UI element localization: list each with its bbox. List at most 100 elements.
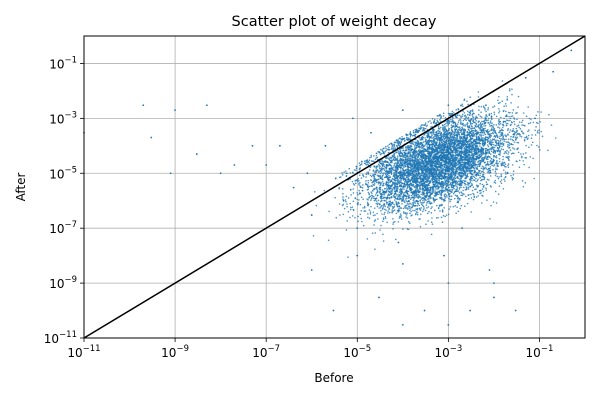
scatter-point xyxy=(424,185,427,188)
scatter-point xyxy=(506,141,509,143)
scatter-point xyxy=(484,129,487,132)
scatter-point xyxy=(352,183,355,185)
scatter-point xyxy=(538,132,541,134)
scatter-point xyxy=(466,110,469,113)
scatter-point xyxy=(485,183,488,186)
scatter-point xyxy=(547,149,549,152)
scatter-point xyxy=(420,213,422,216)
scatter-point xyxy=(525,152,527,154)
scatter-point xyxy=(392,183,394,185)
scatter-point xyxy=(450,128,453,130)
scatter-point xyxy=(475,196,478,198)
scatter-point xyxy=(497,177,500,180)
scatter-point xyxy=(531,134,533,136)
scatter-point xyxy=(464,205,466,207)
scatter-point xyxy=(351,206,354,208)
scatter-point xyxy=(419,128,422,130)
scatter-point xyxy=(419,225,422,228)
scatter-point xyxy=(377,182,380,185)
scatter-point xyxy=(484,161,486,164)
scatter-point xyxy=(454,125,457,128)
scatter-point xyxy=(393,144,395,146)
scatter-point xyxy=(490,186,493,188)
scatter-point xyxy=(509,111,511,114)
scatter-point xyxy=(384,217,387,220)
scatter-point xyxy=(437,216,439,219)
scatter-point xyxy=(467,155,470,158)
scatter-point xyxy=(384,211,386,214)
scatter-point xyxy=(540,130,543,133)
scatter-point xyxy=(390,142,392,145)
scatter-point xyxy=(491,164,493,167)
scatter-point xyxy=(366,172,368,174)
scatter-point xyxy=(460,204,463,207)
scatter-point xyxy=(504,163,507,165)
scatter-point xyxy=(368,217,371,219)
scatter-point xyxy=(452,192,455,195)
scatter-point xyxy=(420,146,422,148)
scatter-point xyxy=(481,165,484,168)
scatter-point xyxy=(418,181,420,184)
scatter-point xyxy=(389,200,392,202)
scatter-point xyxy=(357,220,359,223)
scatter-point xyxy=(512,170,515,173)
scatter-point xyxy=(437,186,440,189)
scatter-point xyxy=(454,155,457,157)
scatter-point xyxy=(410,194,413,197)
scatter-point xyxy=(468,111,470,114)
scatter-point xyxy=(441,171,444,173)
scatter-point xyxy=(446,125,448,127)
scatter-point xyxy=(480,192,482,194)
scatter-point xyxy=(464,156,467,159)
scatter-point xyxy=(491,146,494,148)
scatter-point xyxy=(452,205,455,208)
scatter-point xyxy=(351,180,354,183)
scatter-point xyxy=(484,140,486,143)
scatter-point xyxy=(396,187,399,190)
scatter-point xyxy=(469,121,472,124)
scatter-points xyxy=(83,49,573,326)
scatter-point xyxy=(449,199,451,201)
scatter-point xyxy=(511,112,514,114)
scatter-point xyxy=(406,212,408,214)
scatter-point xyxy=(403,182,405,185)
scatter-point xyxy=(397,144,400,147)
scatter-point xyxy=(496,139,498,142)
scatter-point xyxy=(435,188,437,190)
scatter-point xyxy=(396,163,398,165)
scatter-point xyxy=(431,190,433,193)
scatter-point xyxy=(477,195,480,197)
scatter-point xyxy=(483,178,485,181)
scatter-point xyxy=(380,210,382,212)
scatter-point xyxy=(490,160,493,163)
scatter-point xyxy=(464,184,467,186)
scatter-point xyxy=(427,143,430,146)
scatter-point xyxy=(463,186,465,189)
scatter-point xyxy=(365,183,368,186)
scatter-point xyxy=(446,196,448,198)
scatter-point xyxy=(409,198,412,201)
scatter-point xyxy=(334,196,336,199)
scatter-point xyxy=(409,131,412,133)
scatter-point xyxy=(352,188,355,190)
scatter-point xyxy=(453,191,456,194)
scatter-point xyxy=(463,118,466,121)
scatter-point xyxy=(438,142,441,144)
scatter-point xyxy=(489,121,492,124)
scatter-point xyxy=(469,112,472,115)
scatter-point xyxy=(416,139,419,142)
scatter-point xyxy=(443,182,446,185)
scatter-point xyxy=(469,96,471,99)
scatter-point xyxy=(498,124,500,126)
scatter-point xyxy=(516,141,518,144)
scatter-point xyxy=(432,133,435,135)
scatter-point xyxy=(408,155,410,158)
scatter-point xyxy=(395,238,397,241)
scatter-point xyxy=(390,173,393,176)
scatter-point xyxy=(369,213,372,215)
scatter-point xyxy=(443,149,446,152)
scatter-point xyxy=(516,160,518,163)
scatter-point xyxy=(367,191,370,194)
scatter-point xyxy=(361,187,364,189)
scatter-point xyxy=(451,189,453,191)
